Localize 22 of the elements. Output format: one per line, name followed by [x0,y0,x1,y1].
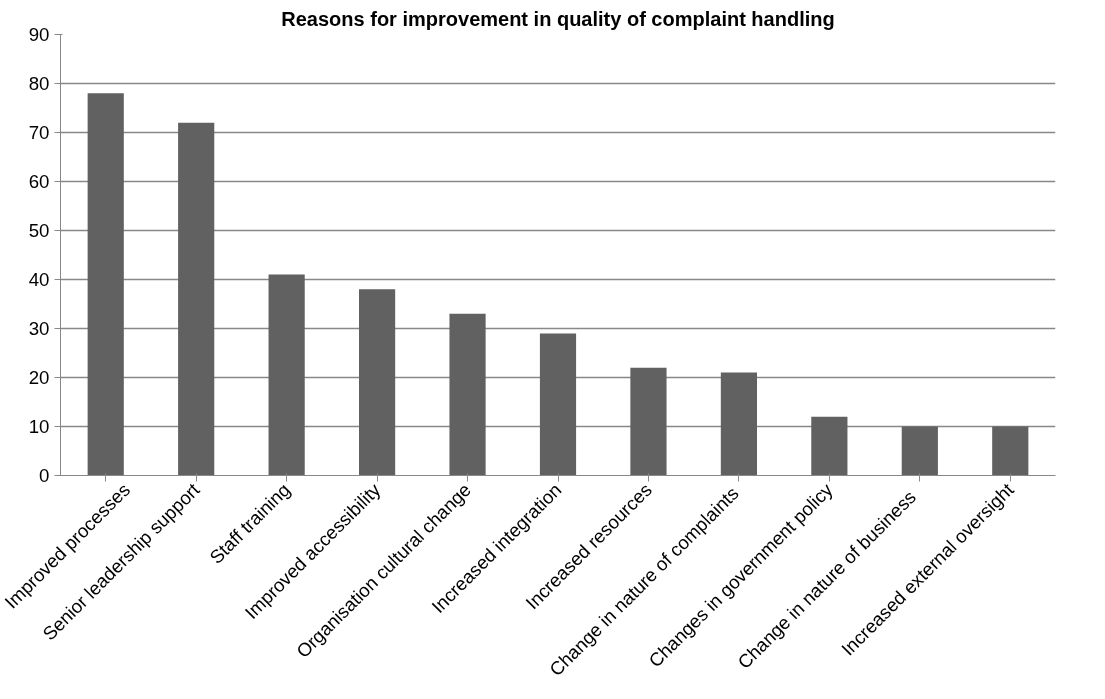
bar [901,426,938,476]
y-tick-label: 90 [28,24,50,45]
bar [992,426,1029,476]
y-tick-label: 50 [28,220,50,241]
bar [630,367,667,476]
bar [178,122,215,476]
y-tick-label: 80 [28,73,50,94]
y-tick-label: 40 [28,269,50,290]
bar [720,372,757,476]
bar [811,416,848,476]
bar [87,93,124,476]
bar [449,313,486,476]
y-tick-label: 0 [39,465,50,486]
bar [268,274,305,476]
bar [359,289,396,476]
bar [539,333,577,476]
y-tick-label: 30 [28,318,50,339]
y-tick-label: 10 [28,416,50,437]
y-tick-label: 20 [28,367,50,388]
y-tick-label: 60 [28,171,50,192]
y-tick-label: 70 [28,122,50,143]
chart-title: Reasons for improvement in quality of complaint handling [281,7,835,30]
